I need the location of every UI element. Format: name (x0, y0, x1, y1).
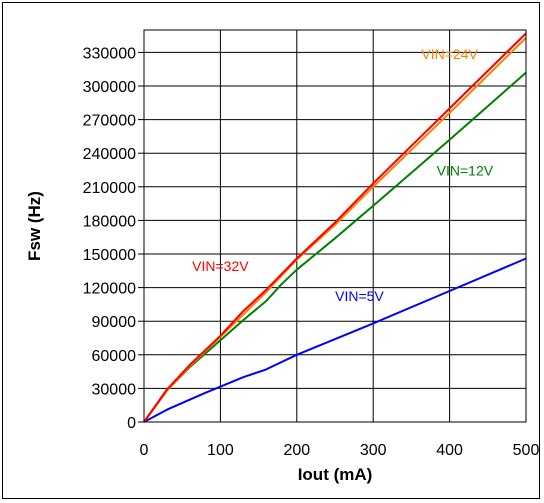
tick-labels: 0 100 200 300 400 500 0 30000 60000 90000 120000 15… (83, 45, 540, 459)
x-tick-label: 500 (513, 442, 540, 459)
y-tick-label: 0 (127, 415, 136, 432)
series-label-vin-5v: VIN=5V (335, 288, 384, 304)
x-tick-label: 100 (207, 442, 234, 459)
y-tick-label: 330000 (83, 45, 136, 62)
series-annotations: VIN=24V VIN=12V VIN=32V VIN=5V (192, 46, 494, 304)
x-tick-label: 200 (283, 442, 310, 459)
y-tick-label: 150000 (83, 247, 136, 264)
y-tick-label: 300000 (83, 79, 136, 96)
series-label-vin-32v: VIN=32V (192, 258, 249, 274)
x-tick-label: 300 (360, 442, 387, 459)
y-tick-label: 60000 (92, 348, 137, 365)
plot-area-border (143, 29, 527, 423)
series-line-vin-32v (143, 32, 527, 423)
series-label-vin-12v: VIN=12V (437, 163, 494, 179)
y-tick-label: 30000 (92, 381, 137, 398)
y-axis-title: Fsw (Hz) (25, 191, 44, 261)
y-tick-label: 90000 (92, 314, 137, 331)
y-tick-label: 270000 (83, 113, 136, 130)
y-tick-label: 210000 (83, 180, 136, 197)
y-tick-label: 240000 (83, 146, 136, 163)
x-tick-label: 400 (436, 442, 463, 459)
y-tick-label: 120000 (83, 281, 136, 298)
series-lines (143, 32, 527, 423)
series-line-vin-5v (143, 257, 527, 423)
x-axis-title: Iout (mA) (298, 465, 373, 484)
x-tick-label: 0 (140, 442, 149, 459)
series-label-vin-24v: VIN=24V (421, 46, 478, 62)
y-tick-label: 180000 (83, 213, 136, 230)
grid-lines (138, 30, 526, 423)
